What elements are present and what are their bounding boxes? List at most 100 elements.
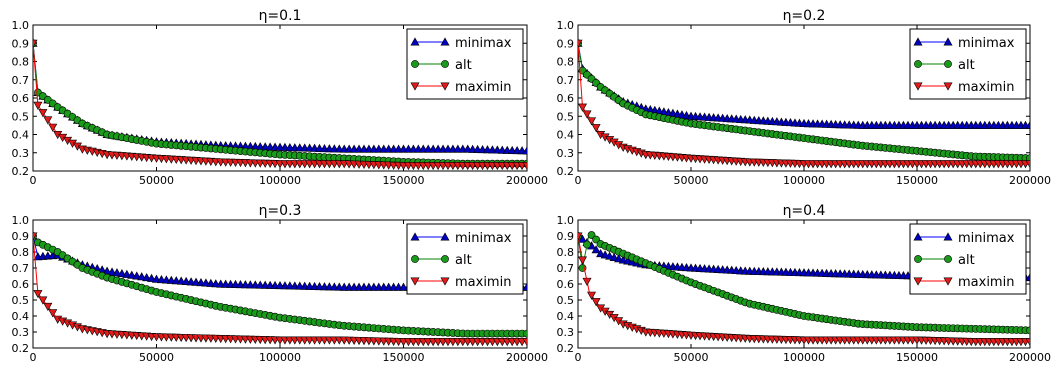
x-tick-label: 100000 — [259, 351, 301, 364]
data-point-minimax — [142, 272, 152, 282]
y-tick-label: 0.6 — [557, 92, 575, 105]
data-point-minimax — [137, 272, 147, 281]
legend-marker-alt — [914, 255, 922, 263]
y-tick-label: 0.9 — [12, 230, 30, 243]
y-tick-label: 0.5 — [557, 110, 575, 123]
data-point-maximin — [33, 290, 43, 299]
series-alt — [578, 39, 1030, 163]
data-point-maximin — [578, 39, 583, 48]
legend-marker-minimax — [943, 232, 953, 241]
x-tick-label: 200000 — [506, 174, 548, 187]
data-point-minimax — [112, 268, 122, 277]
y-tick-label: 0.8 — [557, 56, 575, 69]
x-tick-label: 150000 — [383, 351, 425, 364]
legend-label-maximin: maximin — [958, 80, 1014, 95]
legend-marker-alt — [914, 60, 922, 68]
data-point-minimax — [127, 270, 137, 279]
legend-label-alt: alt — [958, 253, 975, 268]
y-tick-label: 0.9 — [12, 37, 30, 50]
data-point-maximin — [1025, 338, 1030, 347]
legend-marker-maximin — [943, 277, 953, 286]
y-tick-label: 0.5 — [12, 294, 30, 307]
data-point-maximin — [578, 232, 583, 241]
legend-marker-minimax — [913, 232, 923, 241]
x-tick-label: 50000 — [139, 174, 174, 187]
subplot-4: η=0.4 0.2 0.3 0.4 0.5 0.6 0.7 0.8 0.9 1.0 0 50000 10… — [557, 203, 1052, 364]
data-point-minimax — [591, 245, 601, 254]
data-point-alt — [1026, 326, 1030, 335]
x-tick-label: 50000 — [674, 174, 709, 187]
legend-label-maximin: maximin — [958, 275, 1014, 290]
legend-marker-minimax — [410, 232, 420, 241]
legend-marker-maximin — [440, 277, 450, 286]
data-point-maximin — [33, 101, 43, 110]
x-tick-label: 0 — [575, 351, 582, 364]
y-tick-label: 1.0 — [12, 19, 30, 32]
legend-label-minimax: minimax — [958, 36, 1015, 51]
series-alt — [33, 232, 527, 338]
subplot-3: η=0.3 0.2 0.3 0.4 0.5 0.6 0.7 0.8 0.9 1.0 0 50000 10… — [12, 203, 549, 364]
data-point-maximin — [582, 277, 592, 286]
x-tick-label: 200000 — [1009, 174, 1051, 187]
x-tick-label: 100000 — [783, 174, 825, 187]
data-point-maximin — [48, 123, 58, 132]
x-tick-label: 50000 — [674, 351, 709, 364]
y-tick-label: 0.5 — [12, 110, 30, 123]
x-tick-label: 100000 — [259, 174, 301, 187]
legend-label-alt: alt — [958, 58, 975, 73]
legend-marker-alt — [944, 255, 952, 263]
legend-marker-alt — [441, 60, 449, 68]
y-tick-label: 0.7 — [557, 74, 575, 87]
y-tick-label: 1.0 — [12, 214, 30, 227]
legend-label-alt: alt — [455, 58, 472, 73]
y-tick-label: 0.9 — [557, 230, 575, 243]
y-tick-label: 0.3 — [12, 147, 30, 160]
data-point-maximin — [33, 39, 38, 48]
y-tick-label: 1.0 — [557, 19, 575, 32]
y-tick-label: 0.6 — [557, 278, 575, 291]
x-tick-label: 200000 — [1009, 351, 1051, 364]
data-point-minimax — [522, 146, 527, 155]
legend-label-alt: alt — [455, 253, 472, 268]
y-tick-label: 0.3 — [557, 326, 575, 339]
legend-label-minimax: minimax — [455, 231, 512, 246]
data-point-maximin — [582, 110, 592, 119]
y-tick-label: 0.2 — [12, 165, 30, 178]
y-tick-label: 0.7 — [12, 74, 30, 87]
data-point-minimax — [132, 271, 142, 280]
y-tick-label: 0.8 — [557, 246, 575, 259]
y-tick-label: 0.4 — [12, 310, 30, 323]
x-tick-label: 50000 — [139, 351, 174, 364]
data-point-maximin — [33, 232, 38, 241]
series-maximin — [578, 232, 1030, 347]
data-point-minimax — [117, 268, 127, 278]
data-point-maximin — [522, 162, 527, 171]
legend-marker-alt — [411, 60, 419, 68]
y-tick-label: 0.6 — [12, 278, 30, 291]
legend-marker-maximin — [943, 82, 953, 91]
legend-marker-maximin — [440, 82, 450, 91]
x-tick-label: 0 — [575, 174, 582, 187]
chart-title: η=0.1 — [259, 8, 302, 24]
chart-title: η=0.2 — [783, 8, 826, 24]
data-point-minimax — [122, 269, 132, 278]
series-maximin — [578, 39, 1030, 169]
data-point-maximin — [48, 309, 58, 318]
legend-marker-maximin — [913, 277, 923, 286]
data-point-maximin — [578, 256, 588, 265]
legend-marker-alt — [441, 255, 449, 263]
y-tick-label: 0.2 — [557, 165, 575, 178]
data-point-alt — [583, 240, 591, 249]
legend-marker-minimax — [943, 37, 953, 46]
y-tick-label: 0.8 — [12, 246, 30, 259]
data-point-maximin — [522, 338, 527, 347]
data-point-minimax — [147, 273, 157, 282]
data-point-maximin — [43, 116, 53, 125]
series-alt — [578, 231, 1030, 335]
chart-title: η=0.3 — [259, 203, 302, 219]
y-tick-label: 0.5 — [557, 294, 575, 307]
y-tick-label: 0.8 — [12, 56, 30, 69]
data-point-alt — [523, 329, 527, 338]
data-point-maximin — [1025, 160, 1030, 169]
